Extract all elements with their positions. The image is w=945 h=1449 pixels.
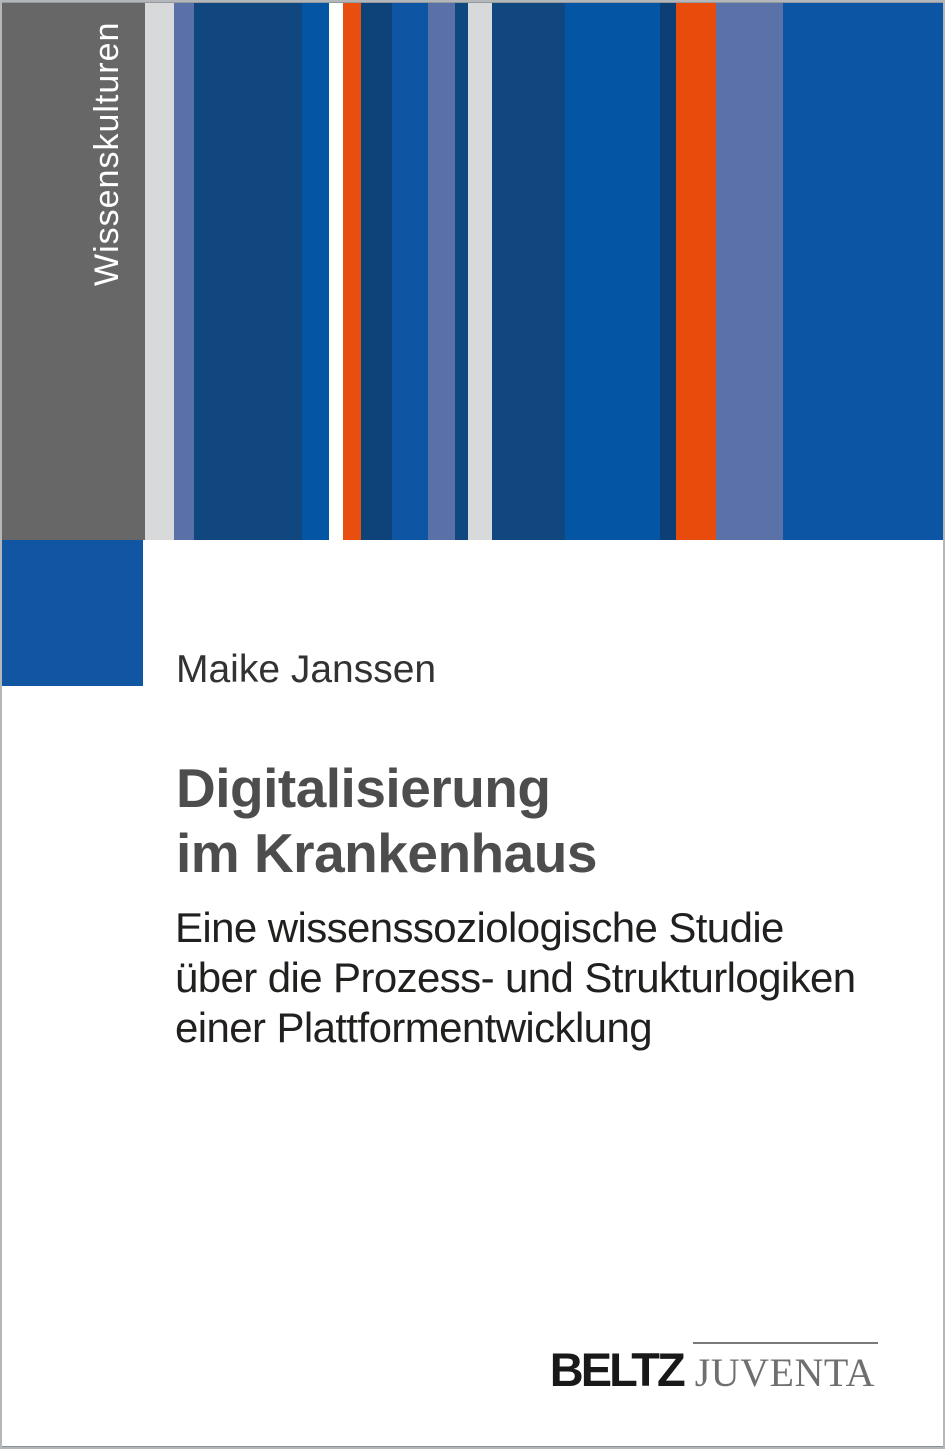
book-subtitle-line1: Eine wissenssoziologische Studie xyxy=(175,904,784,951)
stripe-blue-1 xyxy=(302,2,329,540)
series-gray-block xyxy=(2,2,145,540)
book-subtitle-line2: über die Prozess- und Strukturlogiken xyxy=(175,954,856,1001)
stripe-orange-1 xyxy=(343,2,361,540)
book-subtitle: Eine wissenssoziologische Studie über di… xyxy=(175,903,856,1053)
author-name: Maike Janssen xyxy=(176,648,437,691)
stripe-navy-3 xyxy=(455,2,468,540)
stripe-navy-5 xyxy=(660,2,676,540)
publisher-logo: BELTZ JUVENTA xyxy=(550,1342,878,1397)
stripe-slate-1 xyxy=(174,2,194,540)
stripe-white xyxy=(329,2,343,540)
stripe-blue-3 xyxy=(565,2,660,540)
stripe-navy-1 xyxy=(194,2,302,540)
book-title-line2: im Krankenhaus xyxy=(176,822,597,884)
book-title: Digitalisierung im Krankenhaus xyxy=(176,756,597,886)
book-subtitle-line3: einer Plattformentwicklung xyxy=(175,1004,653,1051)
stripe-slate-2 xyxy=(428,2,455,540)
stripe-blue-4 xyxy=(783,2,943,540)
stripe-band-artwork xyxy=(0,0,945,540)
stripe-slate-3 xyxy=(716,2,783,540)
stripe-navy-4 xyxy=(492,2,565,540)
stripe-navy-2 xyxy=(361,2,392,540)
stripe-light-gray-2 xyxy=(468,2,492,540)
book-title-line1: Digitalisierung xyxy=(176,757,551,819)
publisher-logo-juventa: JUVENTA xyxy=(692,1342,878,1396)
stripe-blue-2 xyxy=(392,2,428,540)
stripe-orange-2 xyxy=(676,2,716,540)
blue-square xyxy=(2,540,143,686)
stripe-light-gray-1 xyxy=(145,2,174,540)
series-label: Wissenskulturen xyxy=(88,21,126,286)
publisher-logo-beltz: BELTZ xyxy=(549,1343,686,1396)
